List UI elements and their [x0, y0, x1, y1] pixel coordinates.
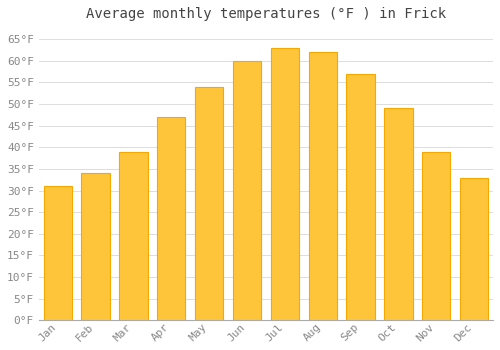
Bar: [346, 74, 375, 320]
Bar: [270, 48, 299, 320]
Bar: [195, 87, 224, 320]
Bar: [119, 152, 148, 320]
Bar: [157, 117, 186, 320]
Bar: [233, 61, 261, 320]
Bar: [82, 173, 110, 320]
Bar: [308, 52, 337, 320]
Bar: [384, 108, 412, 320]
Bar: [44, 186, 72, 320]
Title: Average monthly temperatures (°F ) in Frick: Average monthly temperatures (°F ) in Fr…: [86, 7, 446, 21]
Bar: [422, 152, 450, 320]
Bar: [460, 177, 488, 320]
